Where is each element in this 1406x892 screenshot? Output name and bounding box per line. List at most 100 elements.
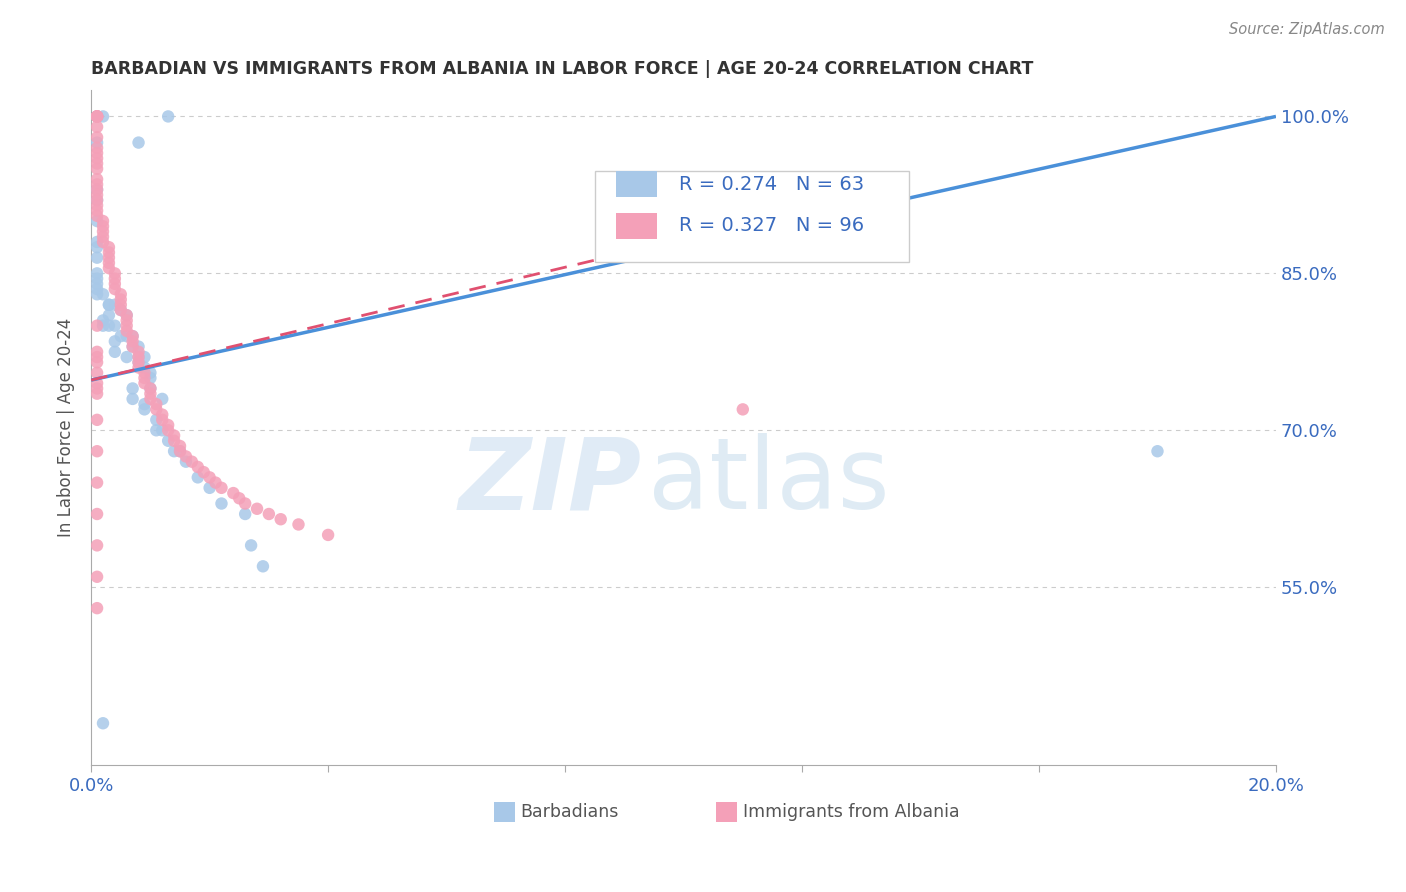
Point — [145, 402, 167, 417]
Point — [110, 329, 132, 343]
Point — [86, 214, 108, 228]
Point — [115, 308, 138, 322]
Point — [163, 434, 186, 448]
Point — [157, 110, 180, 124]
Point — [86, 193, 108, 207]
Point — [187, 470, 209, 484]
Point — [86, 444, 108, 458]
Point — [86, 110, 108, 124]
Text: ZIP: ZIP — [460, 434, 643, 530]
Point — [228, 491, 250, 506]
Point — [86, 266, 108, 280]
Point — [121, 392, 143, 406]
Point — [97, 308, 120, 322]
Point — [139, 381, 162, 395]
Point — [86, 203, 108, 218]
Point — [104, 344, 127, 359]
Point — [110, 303, 132, 318]
Point — [97, 245, 120, 260]
Point — [270, 512, 292, 526]
Point — [115, 313, 138, 327]
Text: atlas: atlas — [648, 434, 890, 530]
Point — [121, 329, 143, 343]
Point — [104, 282, 127, 296]
Point — [731, 402, 754, 417]
Text: Source: ZipAtlas.com: Source: ZipAtlas.com — [1229, 22, 1385, 37]
Point — [91, 214, 114, 228]
Point — [91, 313, 114, 327]
Point — [211, 481, 233, 495]
Point — [86, 183, 108, 197]
Point — [86, 538, 108, 552]
Point — [86, 110, 108, 124]
Point — [134, 376, 156, 391]
Point — [104, 298, 127, 312]
Point — [104, 334, 127, 349]
Point — [121, 340, 143, 354]
Point — [1146, 444, 1168, 458]
FancyBboxPatch shape — [616, 171, 658, 197]
Point — [134, 371, 156, 385]
Point — [86, 151, 108, 165]
Point — [97, 298, 120, 312]
Point — [86, 376, 108, 391]
Point — [145, 397, 167, 411]
Point — [86, 282, 108, 296]
Point — [104, 271, 127, 285]
Point — [204, 475, 226, 490]
Point — [91, 225, 114, 239]
Point — [145, 423, 167, 437]
Point — [121, 381, 143, 395]
Point — [128, 360, 150, 375]
Point — [91, 229, 114, 244]
Point — [86, 136, 108, 150]
Point — [139, 386, 162, 401]
Point — [252, 559, 274, 574]
Point — [91, 235, 114, 249]
Point — [115, 324, 138, 338]
Point — [86, 198, 108, 212]
Point — [104, 318, 127, 333]
Point — [233, 507, 256, 521]
Point — [86, 381, 108, 395]
Point — [134, 366, 156, 380]
Point — [97, 251, 120, 265]
Point — [169, 444, 191, 458]
Point — [86, 110, 108, 124]
Point — [198, 470, 221, 484]
Point — [86, 146, 108, 161]
Point — [139, 371, 162, 385]
Point — [86, 161, 108, 176]
FancyBboxPatch shape — [716, 802, 737, 822]
FancyBboxPatch shape — [494, 802, 516, 822]
Point — [128, 355, 150, 369]
Point — [150, 413, 173, 427]
Point — [86, 350, 108, 364]
Point — [174, 450, 197, 464]
Point — [86, 366, 108, 380]
Point — [86, 209, 108, 223]
Point — [222, 486, 245, 500]
Point — [157, 418, 180, 433]
Point — [115, 350, 138, 364]
Point — [150, 423, 173, 437]
Point — [211, 497, 233, 511]
Point — [115, 329, 138, 343]
Point — [121, 340, 143, 354]
Point — [86, 110, 108, 124]
Point — [128, 350, 150, 364]
FancyBboxPatch shape — [616, 213, 658, 239]
Point — [257, 507, 280, 521]
Point — [121, 329, 143, 343]
Point — [91, 716, 114, 731]
Point — [86, 183, 108, 197]
Point — [86, 475, 108, 490]
Point — [139, 381, 162, 395]
Text: BARBADIAN VS IMMIGRANTS FROM ALBANIA IN LABOR FORCE | AGE 20-24 CORRELATION CHAR: BARBADIAN VS IMMIGRANTS FROM ALBANIA IN … — [91, 60, 1033, 78]
Point — [86, 172, 108, 186]
Point — [128, 350, 150, 364]
Point — [134, 350, 156, 364]
Point — [86, 141, 108, 155]
Point — [86, 235, 108, 249]
Point — [110, 298, 132, 312]
